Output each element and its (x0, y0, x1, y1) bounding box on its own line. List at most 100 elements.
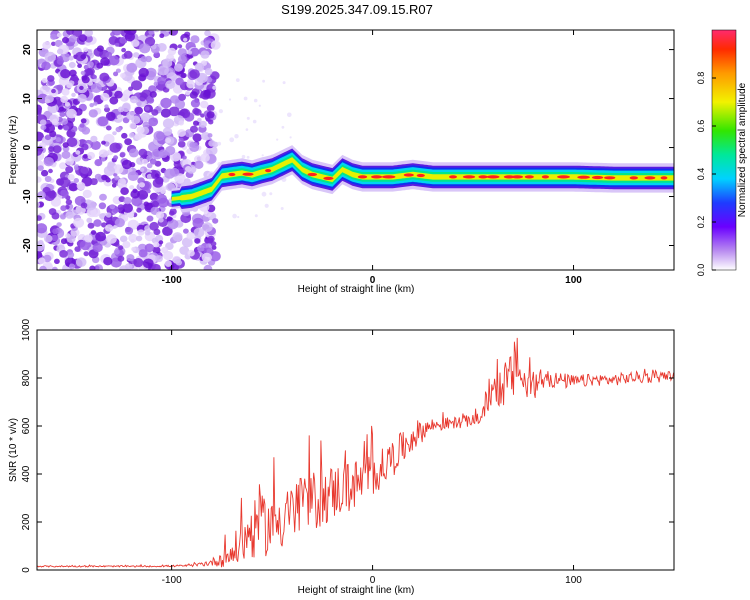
spectrogram-marks (37, 30, 674, 270)
noise-speckle (110, 32, 115, 37)
noise-speckle (153, 130, 165, 141)
noise-speckle (183, 37, 188, 42)
noise-speckle (123, 50, 133, 59)
noise-speckle (131, 39, 140, 47)
noise-speckle (151, 263, 161, 270)
noise-speckle (58, 106, 65, 112)
noise-speckle (160, 97, 172, 109)
colorbar-tick-label: 0.4 (696, 168, 706, 181)
noise-speckle (51, 212, 60, 220)
noise-speckle (60, 214, 66, 220)
noise-speckle (80, 54, 87, 60)
noise-speckle (37, 241, 45, 252)
noise-speckle (141, 158, 148, 165)
noise-speckle (114, 90, 123, 99)
noise-speckle (116, 114, 123, 120)
noise-speckle (68, 55, 74, 61)
noise-speckle (51, 234, 59, 242)
noise-speckle (89, 103, 94, 108)
noise-speckle (190, 99, 200, 108)
noise-speckle (160, 108, 171, 118)
spectrogram-y-ticks: 20 10 0 -10 -20 (22, 44, 674, 253)
noise-speckle (232, 213, 237, 219)
noise-speckle (200, 153, 210, 163)
noise-speckle (69, 69, 77, 77)
noise-speckle (52, 266, 58, 270)
noise-speckle (179, 246, 190, 255)
noise-speckle (75, 257, 87, 268)
noise-speckle (94, 159, 103, 167)
noise-speckle (203, 264, 213, 270)
noise-speckle (59, 177, 71, 188)
noise-speckle (177, 140, 186, 148)
noise-speckle (86, 151, 96, 160)
noise-speckle (146, 215, 154, 222)
noise-speckle (128, 233, 138, 243)
noise-speckle (68, 263, 76, 270)
noise-speckle (87, 49, 93, 54)
noise-speckle (191, 142, 198, 148)
noise-speckle (154, 173, 160, 178)
noise-speckle (129, 132, 135, 138)
noise-speckle (194, 238, 201, 244)
noise-speckle (90, 178, 98, 186)
noise-speckle (133, 52, 140, 58)
noise-speckle (56, 84, 64, 91)
noise-speckle (123, 197, 132, 205)
noise-speckle (90, 135, 98, 143)
noise-speckle (100, 92, 110, 102)
noise-speckle (104, 106, 110, 113)
noise-speckle (167, 47, 177, 56)
noise-speckle (146, 95, 154, 103)
noise-speckle (136, 126, 145, 134)
noise-speckle (37, 176, 42, 183)
noise-speckle (48, 146, 55, 152)
noise-speckle (60, 205, 67, 212)
noise-speckle (74, 246, 81, 253)
noise-speckle (81, 143, 89, 151)
noise-speckle (129, 185, 135, 190)
noise-speckle (106, 234, 117, 244)
noise-speckle (149, 221, 159, 231)
noise-speckle (97, 116, 109, 127)
spectrogram-x-label: Height of straight line (km) (298, 284, 415, 295)
snr-y-tick-label: 1000 (21, 318, 32, 341)
noise-speckle (246, 155, 250, 159)
noise-speckle (164, 168, 176, 179)
noise-speckle (86, 67, 95, 76)
ridge-peak (660, 176, 668, 180)
noise-speckle (168, 30, 179, 36)
noise-speckle (149, 192, 159, 201)
snr-y-tick-label: 0 (21, 567, 32, 573)
noise-speckle (103, 257, 113, 266)
noise-speckle (169, 208, 177, 215)
noise-speckle (289, 136, 292, 139)
noise-speckle (113, 249, 120, 255)
spectrogram-x-tick-label: 100 (565, 275, 582, 286)
snr-y-label: SNR (10 * v/v) (8, 418, 19, 482)
noise-speckle (93, 219, 102, 227)
noise-speckle (55, 137, 62, 143)
noise-speckle (152, 200, 159, 207)
noise-speckle (121, 103, 131, 113)
noise-speckle (205, 243, 212, 249)
noise-speckle (211, 245, 217, 250)
noise-speckle (159, 33, 165, 38)
spectrogram-x-ticks: -100 0 100 (162, 30, 582, 286)
noise-speckle (82, 189, 92, 199)
noise-speckle (245, 128, 249, 131)
noise-speckle (154, 30, 160, 33)
ridge-peak (577, 175, 590, 179)
noise-speckle (144, 243, 155, 253)
noise-speckle (148, 117, 159, 127)
noise-speckle (60, 238, 68, 245)
noise-speckle (89, 265, 96, 270)
snr-series-line (37, 337, 674, 568)
noise-speckle (112, 164, 124, 175)
snr-y-tick-label: 400 (21, 465, 32, 482)
noise-speckle (90, 230, 97, 235)
noise-speckle (197, 117, 202, 122)
noise-speckle (60, 69, 71, 79)
noise-speckle (175, 98, 180, 103)
snr-x-ticks: -100 0 100 (162, 330, 582, 586)
